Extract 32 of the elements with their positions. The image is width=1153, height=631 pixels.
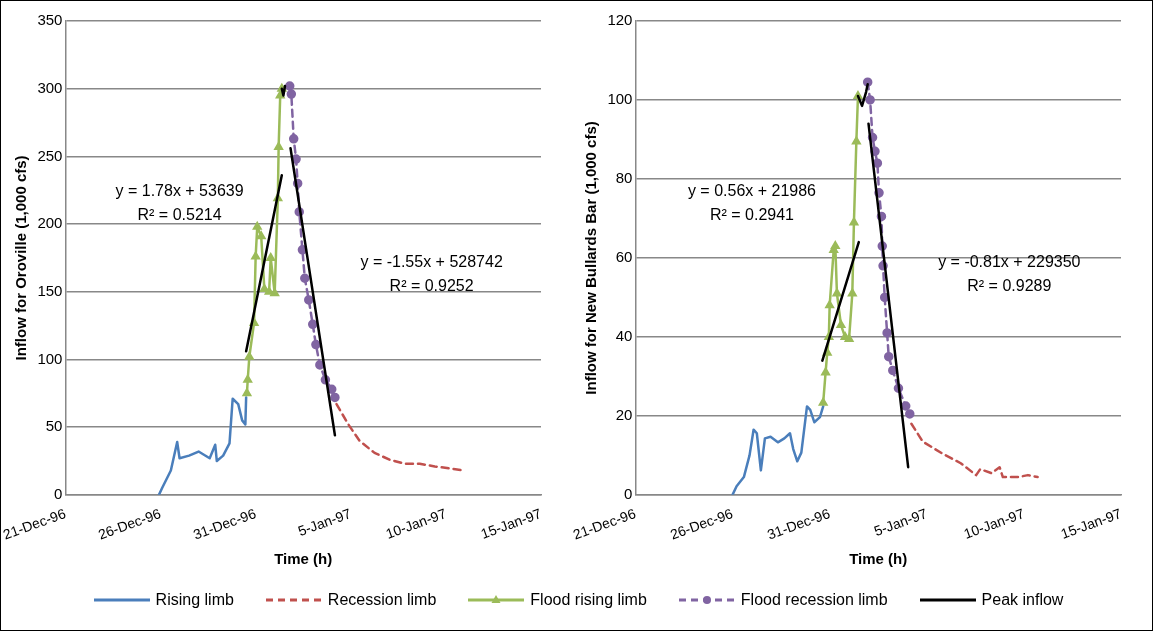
y-tick-label: 350 bbox=[37, 11, 63, 29]
annotation: R² = 0.9252 bbox=[389, 276, 474, 294]
legend-label: Recession limb bbox=[327, 591, 437, 609]
y-tick-label: 100 bbox=[607, 90, 633, 108]
y-tick-label: 250 bbox=[37, 146, 63, 164]
y-axis-title: Inflow for New Bullards Bar (1,000 cfs) bbox=[581, 121, 599, 395]
y-tick-label: 40 bbox=[615, 327, 633, 345]
annotation: y = 0.56x + 21986 bbox=[687, 181, 817, 199]
annotation: R² = 0.2941 bbox=[709, 205, 795, 223]
y-tick-label: 60 bbox=[615, 248, 633, 266]
annotation: y = -0.81x + 229350 bbox=[938, 253, 1081, 271]
x-axis-title: Time (h) bbox=[849, 550, 908, 568]
y-tick-label: 200 bbox=[37, 214, 63, 232]
annotation: R² = 0.5214 bbox=[137, 205, 222, 223]
y-tick-label: 300 bbox=[37, 78, 63, 96]
y-axis-title: Inflow for Oroville (1,000 cfs) bbox=[11, 155, 29, 361]
legend-label: Flood recession limb bbox=[740, 591, 888, 609]
legend-label: Peak inflow bbox=[981, 591, 1064, 609]
y-tick-label: 80 bbox=[615, 169, 633, 187]
y-tick-label: 120 bbox=[607, 11, 633, 29]
legend-label: Rising limb bbox=[155, 591, 234, 609]
y-tick-label: 0 bbox=[624, 485, 633, 502]
annotation: y = -1.55x + 528742 bbox=[360, 253, 503, 271]
y-tick-label: 150 bbox=[37, 281, 63, 299]
y-tick-label: 20 bbox=[615, 406, 633, 424]
y-tick-label: 50 bbox=[45, 417, 63, 435]
x-axis-title: Time (h) bbox=[274, 550, 333, 568]
y-tick-label: 0 bbox=[54, 485, 63, 502]
annotation: R² = 0.9289 bbox=[967, 276, 1052, 294]
y-tick-label: 100 bbox=[37, 349, 63, 367]
annotation: y = 1.78x + 53639 bbox=[115, 181, 244, 199]
legend-label: Flood rising limb bbox=[530, 591, 647, 609]
